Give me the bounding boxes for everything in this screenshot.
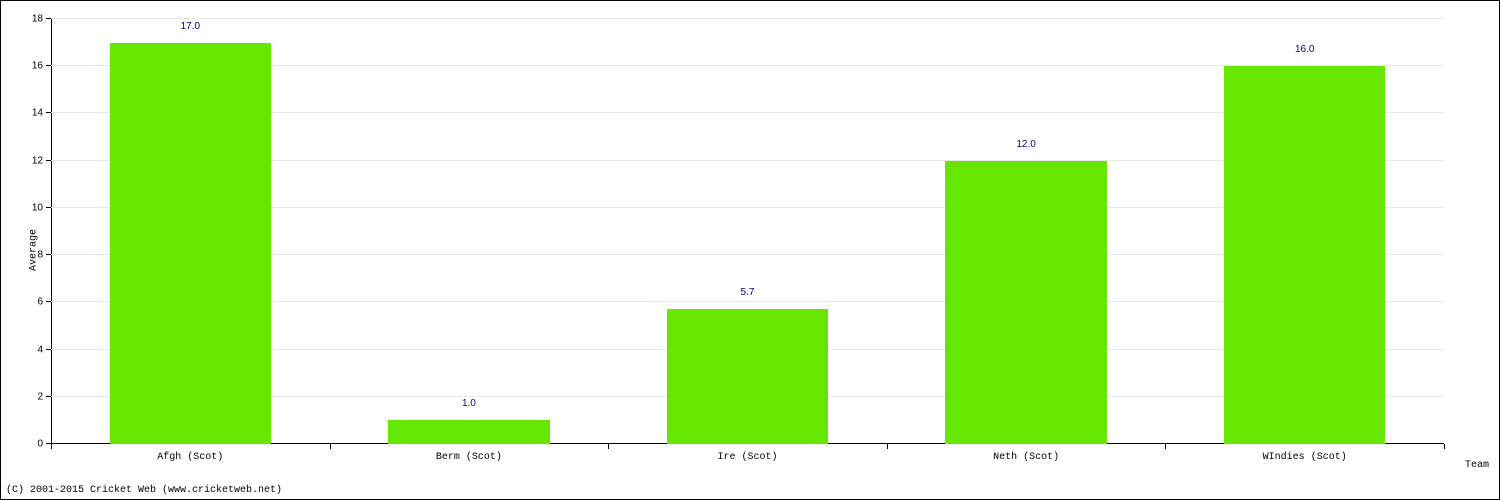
y-tick-label: 6 [37,297,43,308]
x-tick-label: WIndies (Scot) [1263,452,1347,463]
y-tick [46,18,51,19]
bar-value-label: 5.7 [741,287,755,298]
y-tick-label: 16 [32,61,43,72]
bar-value-label: 12.0 [1016,139,1035,150]
y-tick [46,254,51,255]
bar-value-label: 17.0 [181,21,200,32]
y-tick [46,207,51,208]
y-tick-label: 4 [37,344,43,355]
grid-line [51,18,1444,19]
y-tick [46,349,51,350]
x-tick [51,444,52,449]
y-axis-line [51,19,52,444]
copyright-text: (C) 2001-2015 Cricket Web (www.cricketwe… [6,485,282,496]
y-tick-label: 14 [32,108,43,119]
x-tick [887,444,888,449]
bar-value-label: 1.0 [462,398,476,409]
x-axis-title: Team [1465,460,1489,471]
y-tick [46,65,51,66]
y-tick [46,160,51,161]
x-tick [608,444,609,449]
y-tick-label: 10 [32,202,43,213]
x-tick-label: Afgh (Scot) [157,452,223,463]
x-tick [330,444,331,449]
bar [388,420,550,444]
y-tick [46,112,51,113]
plot-area: 02468101214161817.0Afgh (Scot)1.0Berm (S… [51,19,1444,444]
y-tick [46,301,51,302]
chart-container: 02468101214161817.0Afgh (Scot)1.0Berm (S… [0,0,1500,500]
x-tick-label: Neth (Scot) [993,452,1059,463]
bar [110,43,272,444]
x-tick-label: Ire (Scot) [717,452,777,463]
bar [667,309,829,444]
bar [1224,66,1386,444]
bar [945,161,1107,444]
y-tick-label: 0 [37,439,43,450]
x-tick [1444,444,1445,449]
y-tick-label: 2 [37,391,43,402]
y-tick-label: 12 [32,155,43,166]
x-tick-label: Berm (Scot) [436,452,502,463]
x-tick [1165,444,1166,449]
y-tick-label: 18 [32,14,43,25]
y-axis-title: Average [29,229,40,271]
y-tick [46,396,51,397]
bar-value-label: 16.0 [1295,44,1314,55]
